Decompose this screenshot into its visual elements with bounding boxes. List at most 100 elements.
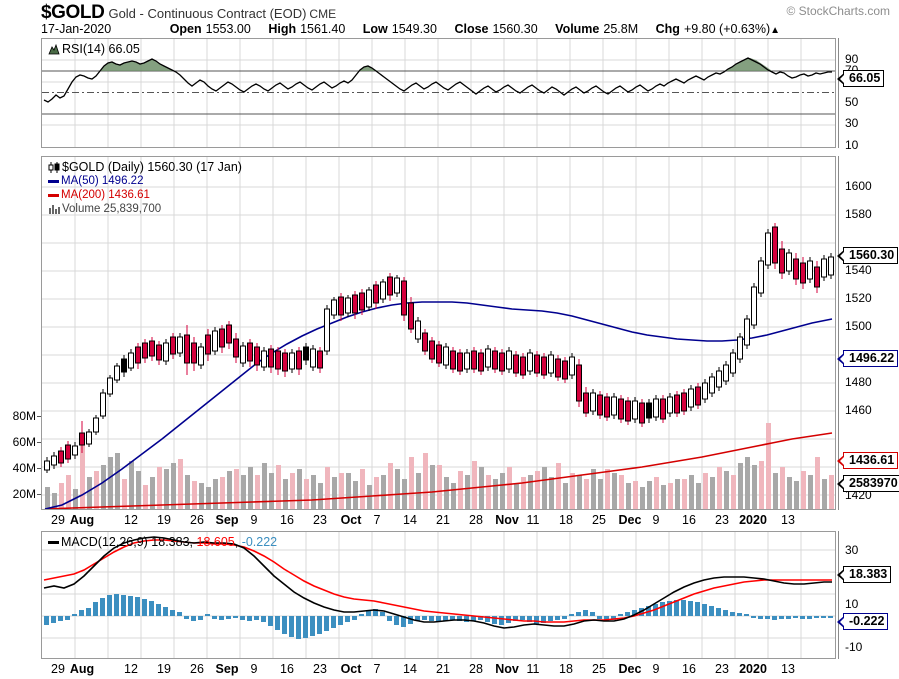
close-value: 1560.30 <box>492 22 538 36</box>
volume-legend-label: Volume 25,839,700 <box>62 202 162 215</box>
x-axis-label: Dec <box>618 513 642 527</box>
rsi-ylabel-10: 10 <box>845 138 859 152</box>
change-label: Chg <box>655 22 680 36</box>
open-value: 1553.00 <box>205 22 251 36</box>
price-plot <box>42 157 835 509</box>
volume-tick-80m <box>37 416 41 417</box>
macd-line <box>43 536 832 629</box>
macd-legend: MACD(12,26,9) 18.383, 18.605, -0.222 <box>48 535 277 549</box>
x-axis-label: 16 <box>682 662 696 676</box>
volume-bars <box>45 423 834 509</box>
close-label: Close <box>454 22 489 36</box>
price-ylabel-1500: 1500 <box>845 319 872 333</box>
price-ylabel-1540: 1540 <box>845 263 872 277</box>
rsi-legend: RSI(14) 66.05 <box>48 42 140 56</box>
volume-ylabel-80m: 80M <box>12 409 36 423</box>
quote-date: 17-Jan-2020 <box>41 22 112 36</box>
high-value: 1561.40 <box>300 22 346 36</box>
macd-signal-line <box>43 539 832 623</box>
price-ylabel-1480: 1480 <box>845 375 872 389</box>
rsi-value-flag: 66.05 <box>843 70 885 87</box>
candlesticks <box>44 223 834 473</box>
rsi-legend-label: RSI(14) 66.05 <box>62 41 140 56</box>
x-axis-label: Nov <box>495 513 519 527</box>
rsi-panel <box>41 38 836 148</box>
price-axis-spine <box>838 156 839 510</box>
x-axis-label: 9 <box>652 513 660 527</box>
x-axis-label: Aug <box>69 513 95 527</box>
volume-tick-40m <box>37 468 41 469</box>
stockcharts-logo: © StockCharts.com <box>786 4 890 18</box>
x-axis-label: 13 <box>781 513 795 527</box>
macd-swatch-icon <box>48 540 59 544</box>
x-axis-top: 29 Aug 12 19 26 Sep 9 16 23 Oct 7 14 21 28 Nov 11 18 25 De… <box>41 512 836 530</box>
x-axis-label: 28 <box>469 513 483 527</box>
macd-ylabel-30: 30 <box>845 543 859 557</box>
x-axis-label: 14 <box>403 662 417 676</box>
x-axis-bottom: 29 Aug 12 19 26 Sep 9 16 23 Oct 7 14 21 28 Nov 11 18 25 De… <box>41 661 836 679</box>
price-ylabel-1520: 1520 <box>845 291 872 305</box>
volume-ylabel-40m: 40M <box>12 461 36 475</box>
x-axis-label: 7 <box>373 513 381 527</box>
x-axis-label: 21 <box>436 662 450 676</box>
macd-panel <box>41 531 836 659</box>
x-axis-label: 23 <box>313 662 327 676</box>
ma200-legend-label: MA(200) 1436.61 <box>61 188 150 201</box>
volume-tick-20m <box>37 494 41 495</box>
macd-hist-value: -0.222 <box>241 534 278 549</box>
x-axis-label: 18 <box>559 513 573 527</box>
x-axis-label: 14 <box>403 513 417 527</box>
quote-bar: 17-Jan-2020 Open 1553.00 High 1561.40 Low 1… <box>41 22 891 36</box>
x-axis-label: 19 <box>157 513 171 527</box>
x-axis-label: 23 <box>313 513 327 527</box>
x-axis-label: Sep <box>215 513 239 527</box>
price-legend: $GOLD (Daily) 1560.30 (17 Jan) MA(50) 14… <box>48 160 242 216</box>
x-axis-label: Oct <box>340 513 362 527</box>
change-up-arrow-icon: ▲ <box>770 25 781 36</box>
low-value: 1549.30 <box>391 22 437 36</box>
x-axis-label: Aug <box>69 662 95 676</box>
macd-legend-label: MACD(12,26,9) 18.383 <box>61 534 190 549</box>
macd-signal-value: 18.605 <box>196 534 235 549</box>
rsi-ylabel-50: 50 <box>845 95 859 109</box>
change-value: +9.80 (+0.63%) <box>683 22 771 36</box>
symbol-ticker: $GOLD <box>41 2 105 23</box>
x-axis-label: 12 <box>124 513 138 527</box>
volume-label: Volume <box>555 22 600 36</box>
ma50-line <box>44 301 833 509</box>
ma50-swatch-icon <box>48 179 59 183</box>
x-axis-label: 7 <box>373 662 381 676</box>
x-axis-label: 23 <box>715 513 729 527</box>
ma50-value-flag: 1496.22 <box>843 350 899 367</box>
rsi-ylabel-90: 90 <box>845 52 859 66</box>
x-axis-label: 16 <box>280 662 294 676</box>
price-ylabel-1420: 1420 <box>845 488 872 502</box>
exchange-label: CME <box>309 7 337 21</box>
macd-histogram <box>44 594 833 639</box>
volume-value-flag: 2583970 <box>843 475 899 492</box>
low-label: Low <box>362 22 388 36</box>
volume-ylabel-60m: 60M <box>12 435 36 449</box>
x-axis-label: Oct <box>340 662 362 676</box>
rsi-mountain-icon <box>48 43 60 55</box>
price-panel <box>41 156 836 510</box>
macd-plot <box>42 532 835 658</box>
macd-ylabel-10: 10 <box>845 597 859 611</box>
x-axis-label: 19 <box>157 662 171 676</box>
ma200-swatch-icon <box>48 193 59 197</box>
x-axis-label: 18 <box>559 662 573 676</box>
price-ylabel-1460: 1460 <box>845 403 872 417</box>
x-axis-label: 28 <box>469 662 483 676</box>
volume-tick-60m <box>37 442 41 443</box>
x-axis-label: 9 <box>250 662 258 676</box>
x-axis-label: 25 <box>592 513 606 527</box>
x-axis-label: 13 <box>781 662 795 676</box>
x-axis-label: 9 <box>652 662 660 676</box>
macd-value-flag: 18.383 <box>843 566 892 583</box>
x-axis-label: 26 <box>190 662 204 676</box>
chart-title-line: $GOLD Gold - Continuous Contract (EOD) CME <box>41 2 336 24</box>
x-axis-label: Nov <box>495 662 519 676</box>
ma200-value-flag: 1436.61 <box>843 452 899 469</box>
x-axis-label: 16 <box>682 513 696 527</box>
